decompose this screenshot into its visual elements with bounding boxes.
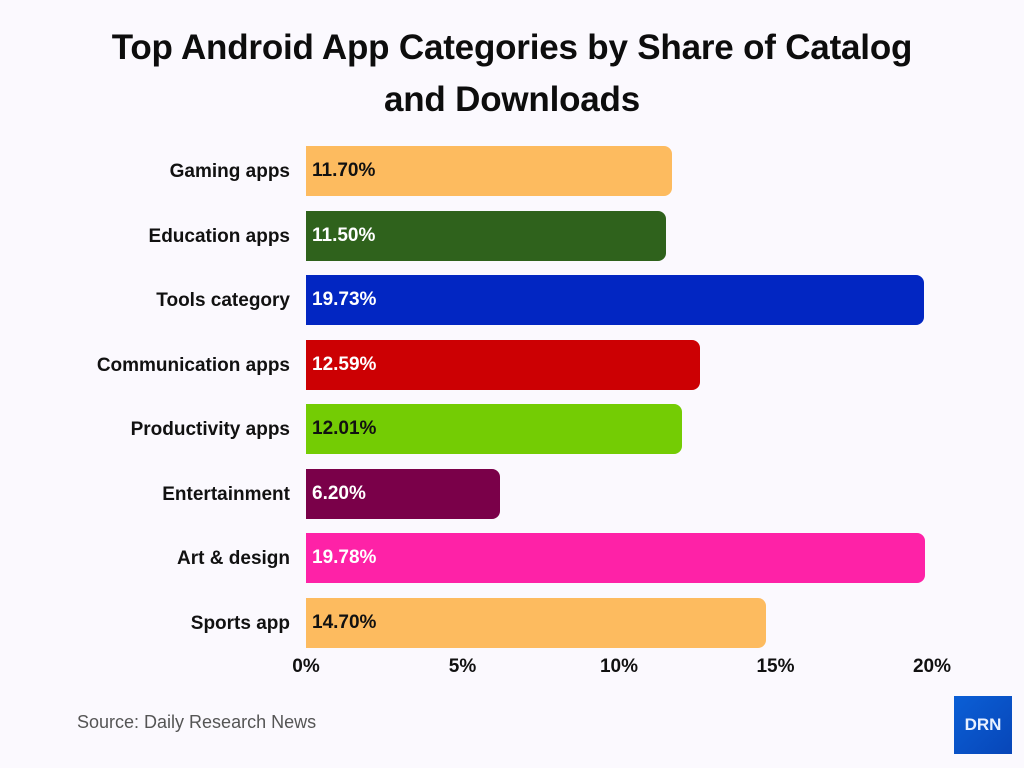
bar: 11.70% [306, 146, 673, 196]
bar-value-label: 11.70% [312, 160, 376, 181]
bar-value-label: 6.20% [312, 482, 366, 504]
source-caption: Source: Daily Research News [77, 712, 317, 732]
category-label: Art & design [177, 548, 290, 569]
bar-value-label: 12.59% [312, 353, 377, 375]
bar-row: Productivity apps 12.01% [0, 404, 1024, 456]
bar: 11.50% [306, 210, 666, 261]
chart-title: Top Android App Categories by Share of C… [0, 22, 1024, 126]
bar: 14.70% [306, 597, 767, 648]
chart-title-line-1: Top Android App Categories by Share of C… [111, 28, 913, 67]
x-axis-tick-label: 10% [599, 656, 639, 677]
bar-value-label: 12.01% [312, 418, 377, 439]
bar-row: Sports app 14.70% [0, 597, 1024, 650]
bar-value-label: 19.73% [312, 289, 377, 310]
bar-value-label: 11.50% [312, 224, 376, 246]
category-label: Gaming apps [169, 161, 290, 182]
bar-row: Art & design 19.78% [0, 533, 1024, 585]
category-label: Entertainment [162, 483, 290, 505]
chart-title-line-2: and Downloads [383, 80, 641, 119]
drn-logo: DRN [954, 696, 1012, 754]
drn-logo-text: DRN [964, 715, 1002, 734]
bar-value-label: 19.78% [312, 547, 377, 568]
bar: 19.78% [306, 533, 926, 583]
category-label: Sports app [190, 612, 290, 634]
bar-value-label: 14.70% [312, 611, 377, 633]
x-axis-tick-label: 20% [912, 656, 952, 677]
x-axis-tick-label: 0% [292, 656, 320, 677]
category-label: Education apps [148, 225, 290, 247]
bar-row: Communication apps 12.59% [0, 339, 1024, 392]
bar-row: Gaming apps 11.70% [0, 146, 1024, 198]
x-axis-tick-label: 15% [756, 656, 795, 677]
category-label: Communication apps [96, 354, 290, 376]
bar: 12.59% [306, 339, 701, 390]
category-label: Productivity apps [130, 419, 290, 440]
bar-row: Education apps 11.50% [0, 210, 1024, 263]
bar-row: Tools category 19.73% [0, 275, 1024, 327]
category-label: Tools category [156, 290, 290, 311]
bar: 6.20% [306, 468, 501, 519]
bar: 12.01% [306, 404, 682, 454]
x-axis-tick-label: 5% [448, 656, 477, 677]
bar-row: Entertainment 6.20% [0, 468, 1024, 521]
bar: 19.73% [306, 275, 924, 325]
